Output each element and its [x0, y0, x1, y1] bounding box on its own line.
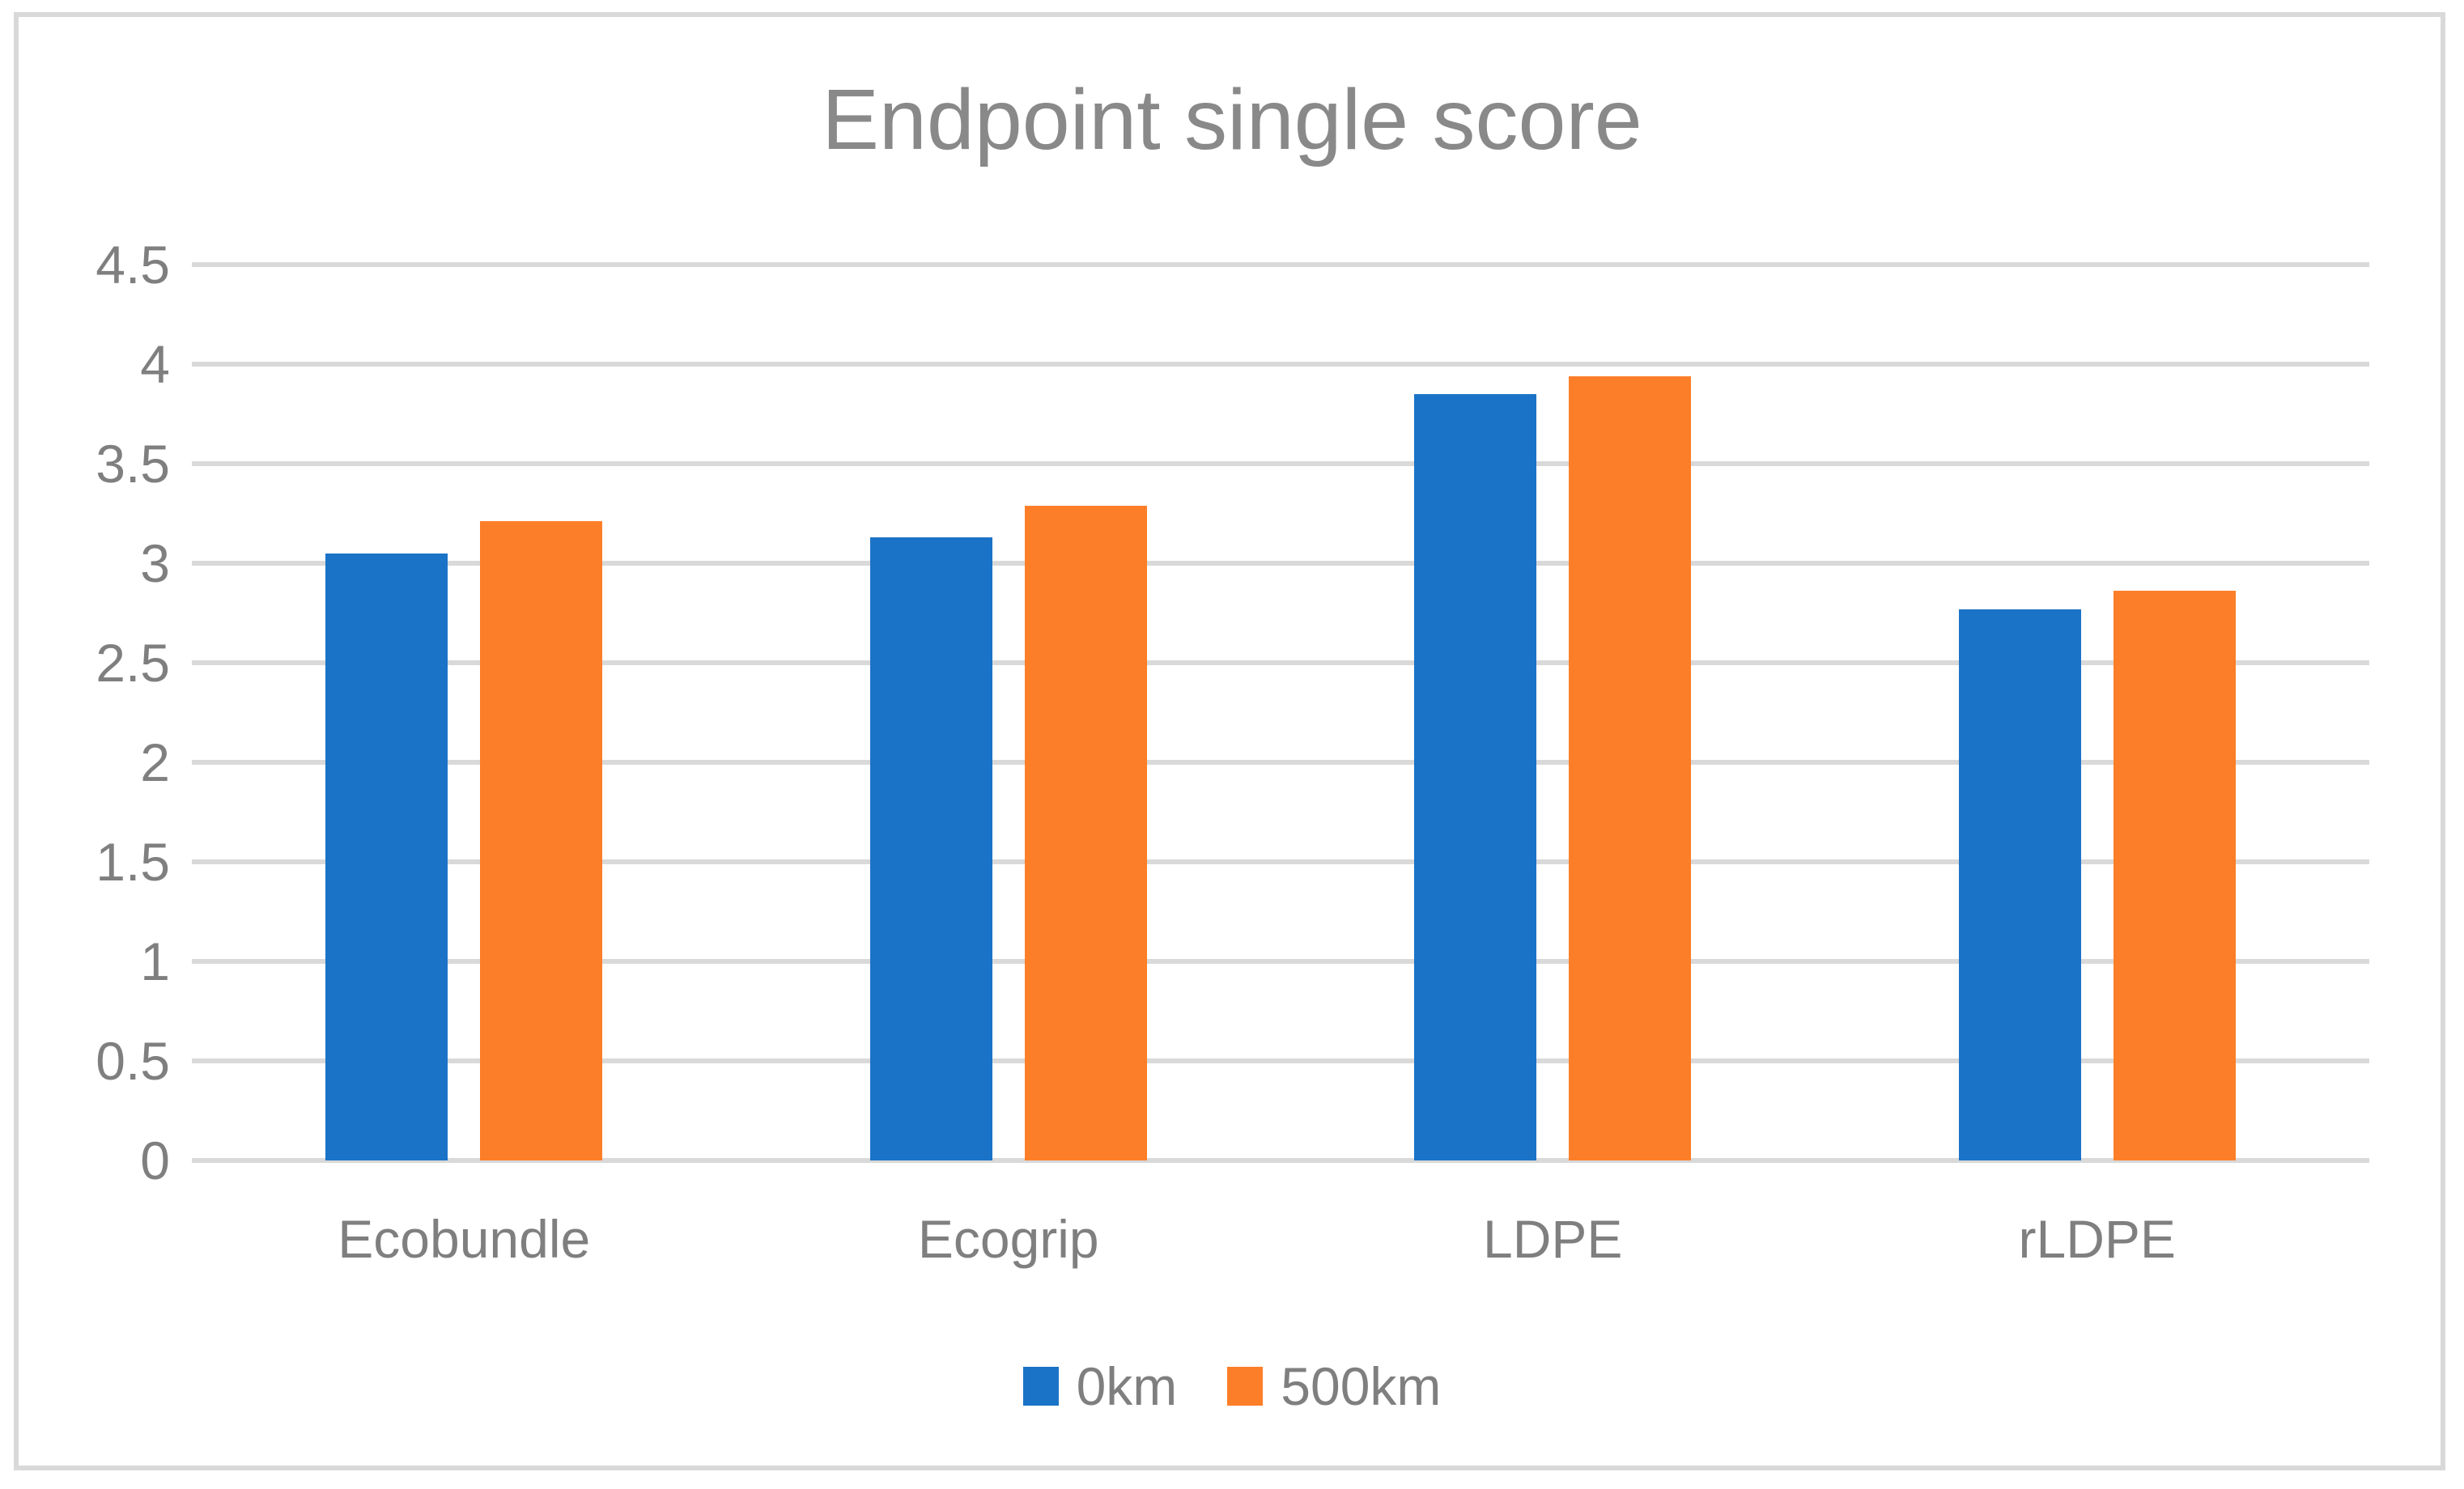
- y-tick-label: 1: [140, 931, 170, 991]
- category-label-Ecobundle: Ecobundle: [338, 1209, 591, 1269]
- legend-item-500km: 500km: [1227, 1358, 1441, 1415]
- x-axis-line: [192, 1158, 2369, 1163]
- y-tick-label: 0: [140, 1131, 170, 1190]
- y-tick-label: 3.5: [96, 434, 170, 494]
- bar-0km-LDPE: [1414, 393, 1537, 1160]
- y-tick-label: 4.5: [96, 235, 170, 295]
- gridline: [192, 760, 2369, 765]
- category-label-rLDPE: rLDPE: [2018, 1209, 2176, 1269]
- bar-0km-Ecobundle: [325, 553, 448, 1160]
- chart-title: Endpoint single score: [822, 72, 1642, 168]
- gridline: [192, 959, 2369, 964]
- bar-500km-Ecobundle: [480, 521, 603, 1160]
- y-tick-label: 1.5: [96, 832, 170, 892]
- y-tick-label: 4: [140, 334, 170, 394]
- y-tick-label: 2.5: [96, 633, 170, 693]
- gridline: [192, 262, 2369, 267]
- legend-label-500km: 500km: [1281, 1356, 1442, 1416]
- legend: 0km 500km: [0, 1358, 2464, 1415]
- gridline: [192, 859, 2369, 864]
- legend-item-0km: 0km: [1022, 1356, 1178, 1416]
- gridline: [192, 561, 2369, 566]
- y-tick-label: 0.5: [96, 1031, 170, 1091]
- legend-swatch-0km: [1022, 1367, 1059, 1406]
- category-label-Ecogrip: Ecogrip: [917, 1209, 1099, 1269]
- gridline: [192, 461, 2369, 466]
- bar-0km-rLDPE: [1958, 609, 2081, 1160]
- y-tick-label: 3: [140, 533, 170, 593]
- bar-500km-Ecogrip: [1024, 505, 1147, 1160]
- legend-label-0km: 0km: [1076, 1356, 1178, 1416]
- bar-500km-LDPE: [1569, 375, 1692, 1160]
- bar-500km-rLDPE: [2113, 591, 2236, 1160]
- gridline: [192, 362, 2369, 367]
- bar-0km-Ecogrip: [869, 537, 992, 1160]
- legend-swatch-500km: [1227, 1367, 1264, 1406]
- category-label-LDPE: LDPE: [1483, 1209, 1623, 1269]
- gridline: [192, 1058, 2369, 1063]
- gridline: [192, 660, 2369, 665]
- y-tick-label: 2: [140, 732, 170, 792]
